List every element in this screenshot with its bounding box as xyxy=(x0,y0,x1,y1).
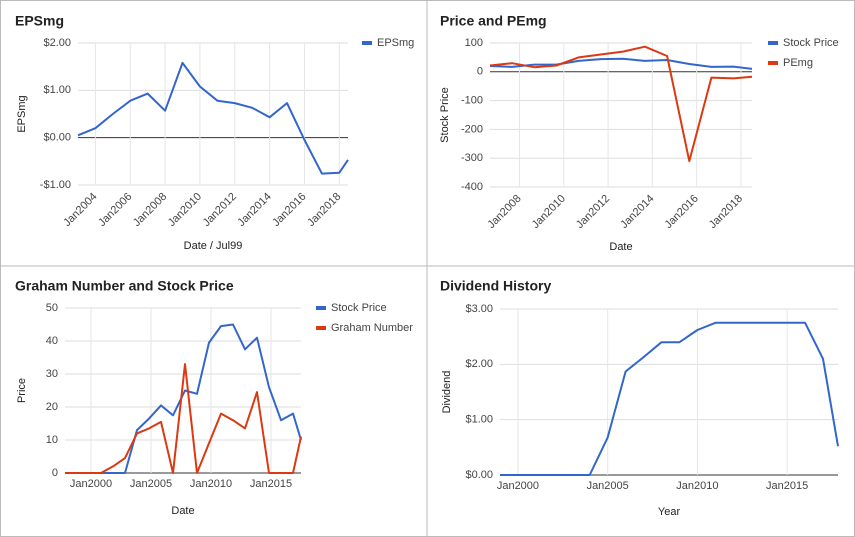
x-tick-label: Jan2010 xyxy=(530,193,568,231)
y-tick-label: -400 xyxy=(461,181,483,193)
y-tick-label: -200 xyxy=(461,123,483,135)
legend-swatch xyxy=(316,326,326,330)
y-tick-label: $1.00 xyxy=(465,414,493,426)
y-tick-label: 50 xyxy=(46,302,58,314)
x-tick-label: Jan2008 xyxy=(485,193,523,231)
y-axis-title: Price xyxy=(16,378,28,403)
x-tick-label: Jan2000 xyxy=(70,478,112,490)
x-tick-label: Jan2015 xyxy=(250,478,292,490)
x-tick-label: Jan2000 xyxy=(497,480,539,492)
x-tick-label: Jan2018 xyxy=(305,191,343,229)
y-tick-label: -$1.00 xyxy=(40,179,71,191)
series-line xyxy=(65,323,302,474)
x-tick-label: Jan2005 xyxy=(130,478,172,490)
legend-swatch xyxy=(362,41,372,45)
series-line xyxy=(489,45,753,163)
x-tick-label: Jan2006 xyxy=(96,191,134,229)
y-axis-title: Dividend xyxy=(441,371,453,414)
x-tick-label: Jan2012 xyxy=(574,193,612,231)
y-tick-label: 100 xyxy=(465,37,483,49)
chart-title: Graham Number and Stock Price xyxy=(15,278,234,294)
legend-label: PEmg xyxy=(783,57,813,69)
x-axis-title: Year xyxy=(658,506,681,518)
series-line xyxy=(500,321,839,476)
x-tick-label: Jan2014 xyxy=(235,191,273,229)
legend-swatch xyxy=(768,61,778,65)
x-tick-label: Jan2012 xyxy=(201,191,239,229)
legend-swatch xyxy=(316,306,326,310)
x-tick-label: Jan2005 xyxy=(587,480,629,492)
x-tick-label: Jan2016 xyxy=(662,193,700,231)
y-tick-label: $2.00 xyxy=(465,358,493,370)
y-tick-label: $0.00 xyxy=(43,132,71,144)
y-tick-label: $0.00 xyxy=(465,469,493,481)
y-tick-label: 30 xyxy=(46,368,58,380)
x-tick-label: Jan2016 xyxy=(270,191,308,229)
y-tick-label: 10 xyxy=(46,434,58,446)
legend-label: Graham Number xyxy=(331,322,413,334)
y-tick-label: -300 xyxy=(461,152,483,164)
legend-label: Stock Price xyxy=(331,302,387,314)
chart-title: EPSmg xyxy=(15,13,64,29)
x-tick-label: Jan2010 xyxy=(676,480,718,492)
y-tick-label: $3.00 xyxy=(465,303,493,315)
x-axis-title: Date xyxy=(609,241,632,253)
x-axis-title: Date / Jul99 xyxy=(184,240,243,252)
x-tick-label: Jan2004 xyxy=(61,191,99,229)
x-tick-label: Jan2018 xyxy=(707,193,745,231)
y-tick-label: 0 xyxy=(477,66,483,78)
y-tick-label: $1.00 xyxy=(43,84,71,96)
y-axis-title: EPSmg xyxy=(16,95,28,132)
y-axis-title: Stock Price xyxy=(439,87,451,143)
x-tick-label: Jan2014 xyxy=(618,193,656,231)
legend-label: Stock Price xyxy=(783,37,839,49)
series-line xyxy=(65,363,302,474)
y-tick-label: 40 xyxy=(46,335,58,347)
x-tick-label: Jan2008 xyxy=(131,191,169,229)
y-tick-label: $2.00 xyxy=(43,37,71,49)
y-tick-label: 20 xyxy=(46,401,58,413)
legend-label: EPSmg xyxy=(377,37,414,49)
series-line xyxy=(489,57,753,70)
legend-swatch xyxy=(768,41,778,45)
x-tick-label: Jan2010 xyxy=(166,191,204,229)
series-line xyxy=(77,61,349,175)
x-tick-label: Jan2015 xyxy=(766,480,808,492)
chart-title: Dividend History xyxy=(440,278,551,294)
chart-title: Price and PEmg xyxy=(440,13,547,29)
y-tick-label: -100 xyxy=(461,95,483,107)
x-tick-label: Jan2010 xyxy=(190,478,232,490)
y-tick-label: 0 xyxy=(52,467,58,479)
x-axis-title: Date xyxy=(171,505,194,517)
